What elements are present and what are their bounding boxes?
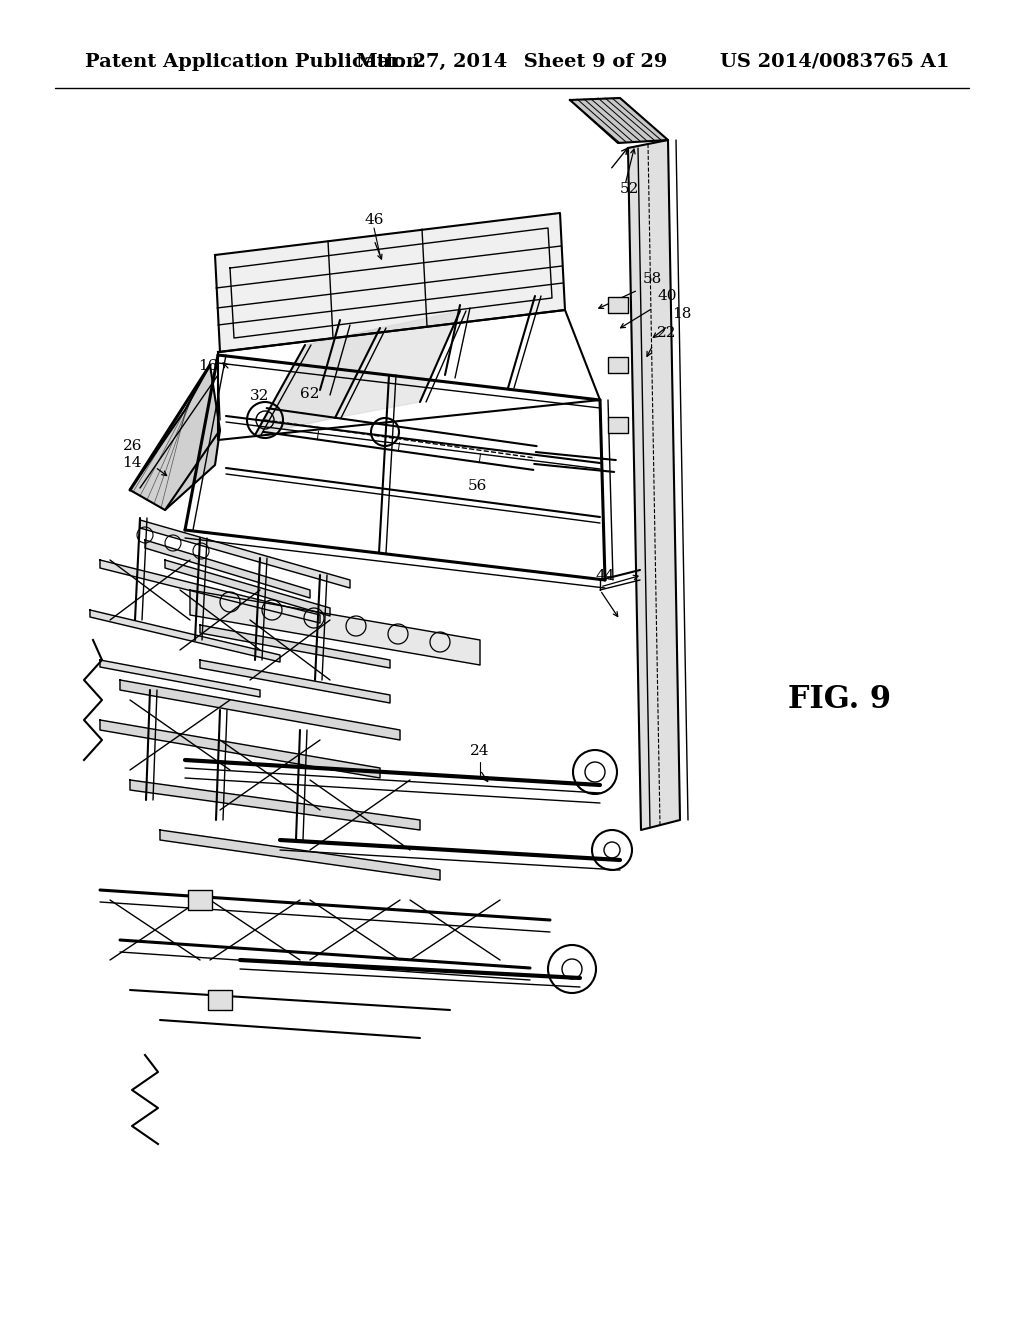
- Polygon shape: [100, 719, 380, 777]
- Polygon shape: [100, 660, 260, 697]
- Polygon shape: [200, 624, 390, 668]
- Text: 16: 16: [199, 359, 218, 374]
- Text: 40: 40: [658, 289, 678, 304]
- Text: FIG. 9: FIG. 9: [788, 685, 892, 715]
- Polygon shape: [140, 520, 350, 587]
- Text: 26: 26: [123, 440, 142, 453]
- Polygon shape: [145, 540, 310, 598]
- Polygon shape: [130, 780, 420, 830]
- Text: 46: 46: [365, 213, 384, 227]
- Text: 56: 56: [467, 479, 486, 492]
- Polygon shape: [190, 590, 480, 665]
- Bar: [208, 990, 232, 1010]
- Polygon shape: [90, 610, 280, 663]
- Text: 32: 32: [250, 389, 269, 403]
- Text: US 2014/0083765 A1: US 2014/0083765 A1: [720, 53, 949, 71]
- Bar: [188, 890, 212, 909]
- Polygon shape: [335, 312, 460, 418]
- Text: Mar. 27, 2014  Sheet 9 of 29: Mar. 27, 2014 Sheet 9 of 29: [356, 53, 668, 71]
- Text: Patent Application Publication: Patent Application Publication: [85, 53, 420, 71]
- Text: 44: 44: [596, 569, 615, 583]
- Text: 14: 14: [123, 455, 142, 470]
- Text: 58: 58: [643, 272, 663, 286]
- Text: 52: 52: [620, 182, 639, 195]
- Polygon shape: [570, 98, 668, 143]
- Polygon shape: [100, 560, 319, 623]
- Polygon shape: [215, 213, 565, 352]
- Polygon shape: [120, 680, 400, 741]
- Polygon shape: [160, 830, 440, 880]
- Bar: [608, 297, 628, 313]
- Text: 62: 62: [300, 387, 319, 401]
- Bar: [608, 417, 628, 433]
- Polygon shape: [165, 560, 330, 616]
- Text: 24: 24: [470, 744, 489, 758]
- Text: 18: 18: [672, 308, 691, 321]
- Bar: [608, 356, 628, 374]
- Text: 22: 22: [657, 326, 677, 341]
- Polygon shape: [255, 327, 380, 436]
- Polygon shape: [130, 366, 220, 510]
- Polygon shape: [628, 140, 680, 830]
- Polygon shape: [200, 660, 390, 704]
